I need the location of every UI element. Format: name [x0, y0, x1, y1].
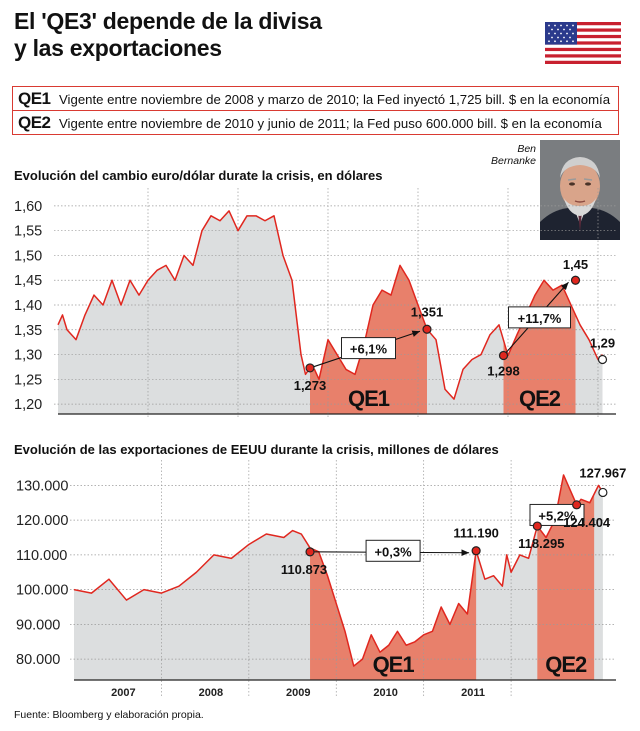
x-tick-label: 2008 — [199, 687, 223, 699]
period-label-qe2: QE2 — [545, 652, 587, 677]
series-line — [57, 210, 604, 400]
data-point-marker — [598, 487, 608, 498]
change-label: +0,3% — [374, 544, 412, 559]
chart2-title: Evolución de las exportaciones de EEUU d… — [14, 442, 499, 457]
y-tick-label: 130.000 — [16, 478, 68, 494]
data-point-label: 118.295 — [518, 536, 564, 551]
qe2-tag: QE2 — [18, 113, 51, 132]
y-tick-label: 1,35 — [14, 323, 42, 339]
change-label-box — [365, 539, 421, 562]
data-point-marker — [305, 547, 315, 557]
qe2-row: QE2 Vigente entre noviembre de 2010 y jun… — [13, 111, 618, 134]
qe-programs-box: QE1 Vigente entre noviembre de 2008 y mar… — [12, 86, 619, 135]
change-label-box — [508, 306, 571, 329]
data-point-label: 1,45 — [563, 257, 588, 272]
qe1-description: Vigente entre noviembre de 2008 y marzo … — [59, 92, 611, 107]
data-point-marker — [305, 363, 315, 373]
data-point-marker — [532, 521, 542, 531]
person-portrait-icon — [540, 140, 620, 240]
y-tick-label: 110.000 — [16, 548, 67, 564]
x-tick-label: 2007 — [111, 687, 135, 699]
data-point-label: 111.190 — [453, 526, 499, 541]
data-point-marker — [498, 350, 509, 361]
change-label: +5,2% — [538, 508, 576, 523]
data-point-marker — [597, 354, 608, 365]
y-tick-label: 80.000 — [16, 652, 60, 668]
page-title-line2: y las exportaciones — [14, 35, 222, 61]
y-tick-label: 1,20 — [14, 397, 42, 413]
data-point-marker — [471, 546, 481, 556]
qe1-tag: QE1 — [18, 89, 51, 108]
period-label-qe2: QE2 — [519, 386, 561, 411]
portrait-caption-line1: Ben — [517, 143, 536, 155]
period-label-qe1: QE1 — [373, 652, 415, 677]
area-fill-qe1 — [310, 547, 477, 680]
qe-box-divider — [13, 110, 618, 111]
page-title: El 'QE3' depende de la divisa y las expo… — [14, 8, 322, 62]
data-point-label: 127.967 — [579, 465, 626, 480]
y-tick-label: 1,60 — [14, 199, 42, 215]
data-point-marker — [570, 275, 581, 285]
data-point-label: 1,29 — [590, 336, 615, 351]
change-label: +6,1% — [350, 342, 388, 357]
y-tick-label: 1,50 — [14, 248, 42, 264]
exports-chart: 130.000 120.000 110.000 100.000 90.000 80.000… — [16, 460, 626, 699]
exchange-rate-chart: 1,601,551,501,451,401,351,301,251,202007… — [14, 188, 616, 418]
x-tick-label: 2009 — [286, 687, 310, 699]
area-fill-qe2 — [537, 474, 595, 680]
x-tick-label: 2011 — [461, 687, 485, 699]
y-tick-label: 90.000 — [16, 617, 60, 633]
data-point-label: 124.404 — [563, 515, 611, 530]
page-title-line1: El 'QE3' depende de la divisa — [14, 8, 322, 34]
y-tick-label: 1,30 — [14, 348, 42, 364]
period-label-qe1: QE1 — [348, 386, 390, 411]
data-point-label: 1,273 — [294, 378, 327, 393]
portrait-caption: Ben Bernanke — [474, 143, 536, 167]
change-label-box — [341, 337, 396, 360]
data-point-label: 1,351 — [411, 304, 444, 319]
y-tick-label: 100.000 — [16, 583, 68, 599]
y-tick-label: 120.000 — [16, 513, 68, 529]
change-label-box — [529, 503, 585, 526]
data-point-label: 110.873 — [281, 562, 327, 577]
y-tick-label: 1,40 — [14, 298, 42, 314]
source-note: Fuente: Bloomberg y elaboración propia. — [14, 709, 204, 721]
y-tick-label: 1,25 — [14, 372, 42, 388]
qe1-row: QE1 Vigente entre noviembre de 2008 y mar… — [13, 87, 618, 110]
us-flag-icon — [545, 22, 621, 64]
x-tick-label: 2010 — [373, 687, 397, 699]
chart1-title: Evolución del cambio euro/dólar durate l… — [14, 168, 383, 183]
portrait-caption-line2: Bernanke — [491, 155, 536, 167]
data-point-marker — [422, 324, 432, 334]
data-point-marker — [572, 500, 582, 510]
y-tick-label: 1,45 — [14, 273, 42, 289]
qe2-description: Vigente entre noviembre de 2010 y junio … — [59, 116, 602, 131]
y-tick-label: 1,55 — [14, 224, 42, 240]
data-point-label: 1,298 — [487, 364, 520, 379]
series-line — [73, 474, 604, 667]
change-label: +11,7% — [518, 311, 562, 326]
